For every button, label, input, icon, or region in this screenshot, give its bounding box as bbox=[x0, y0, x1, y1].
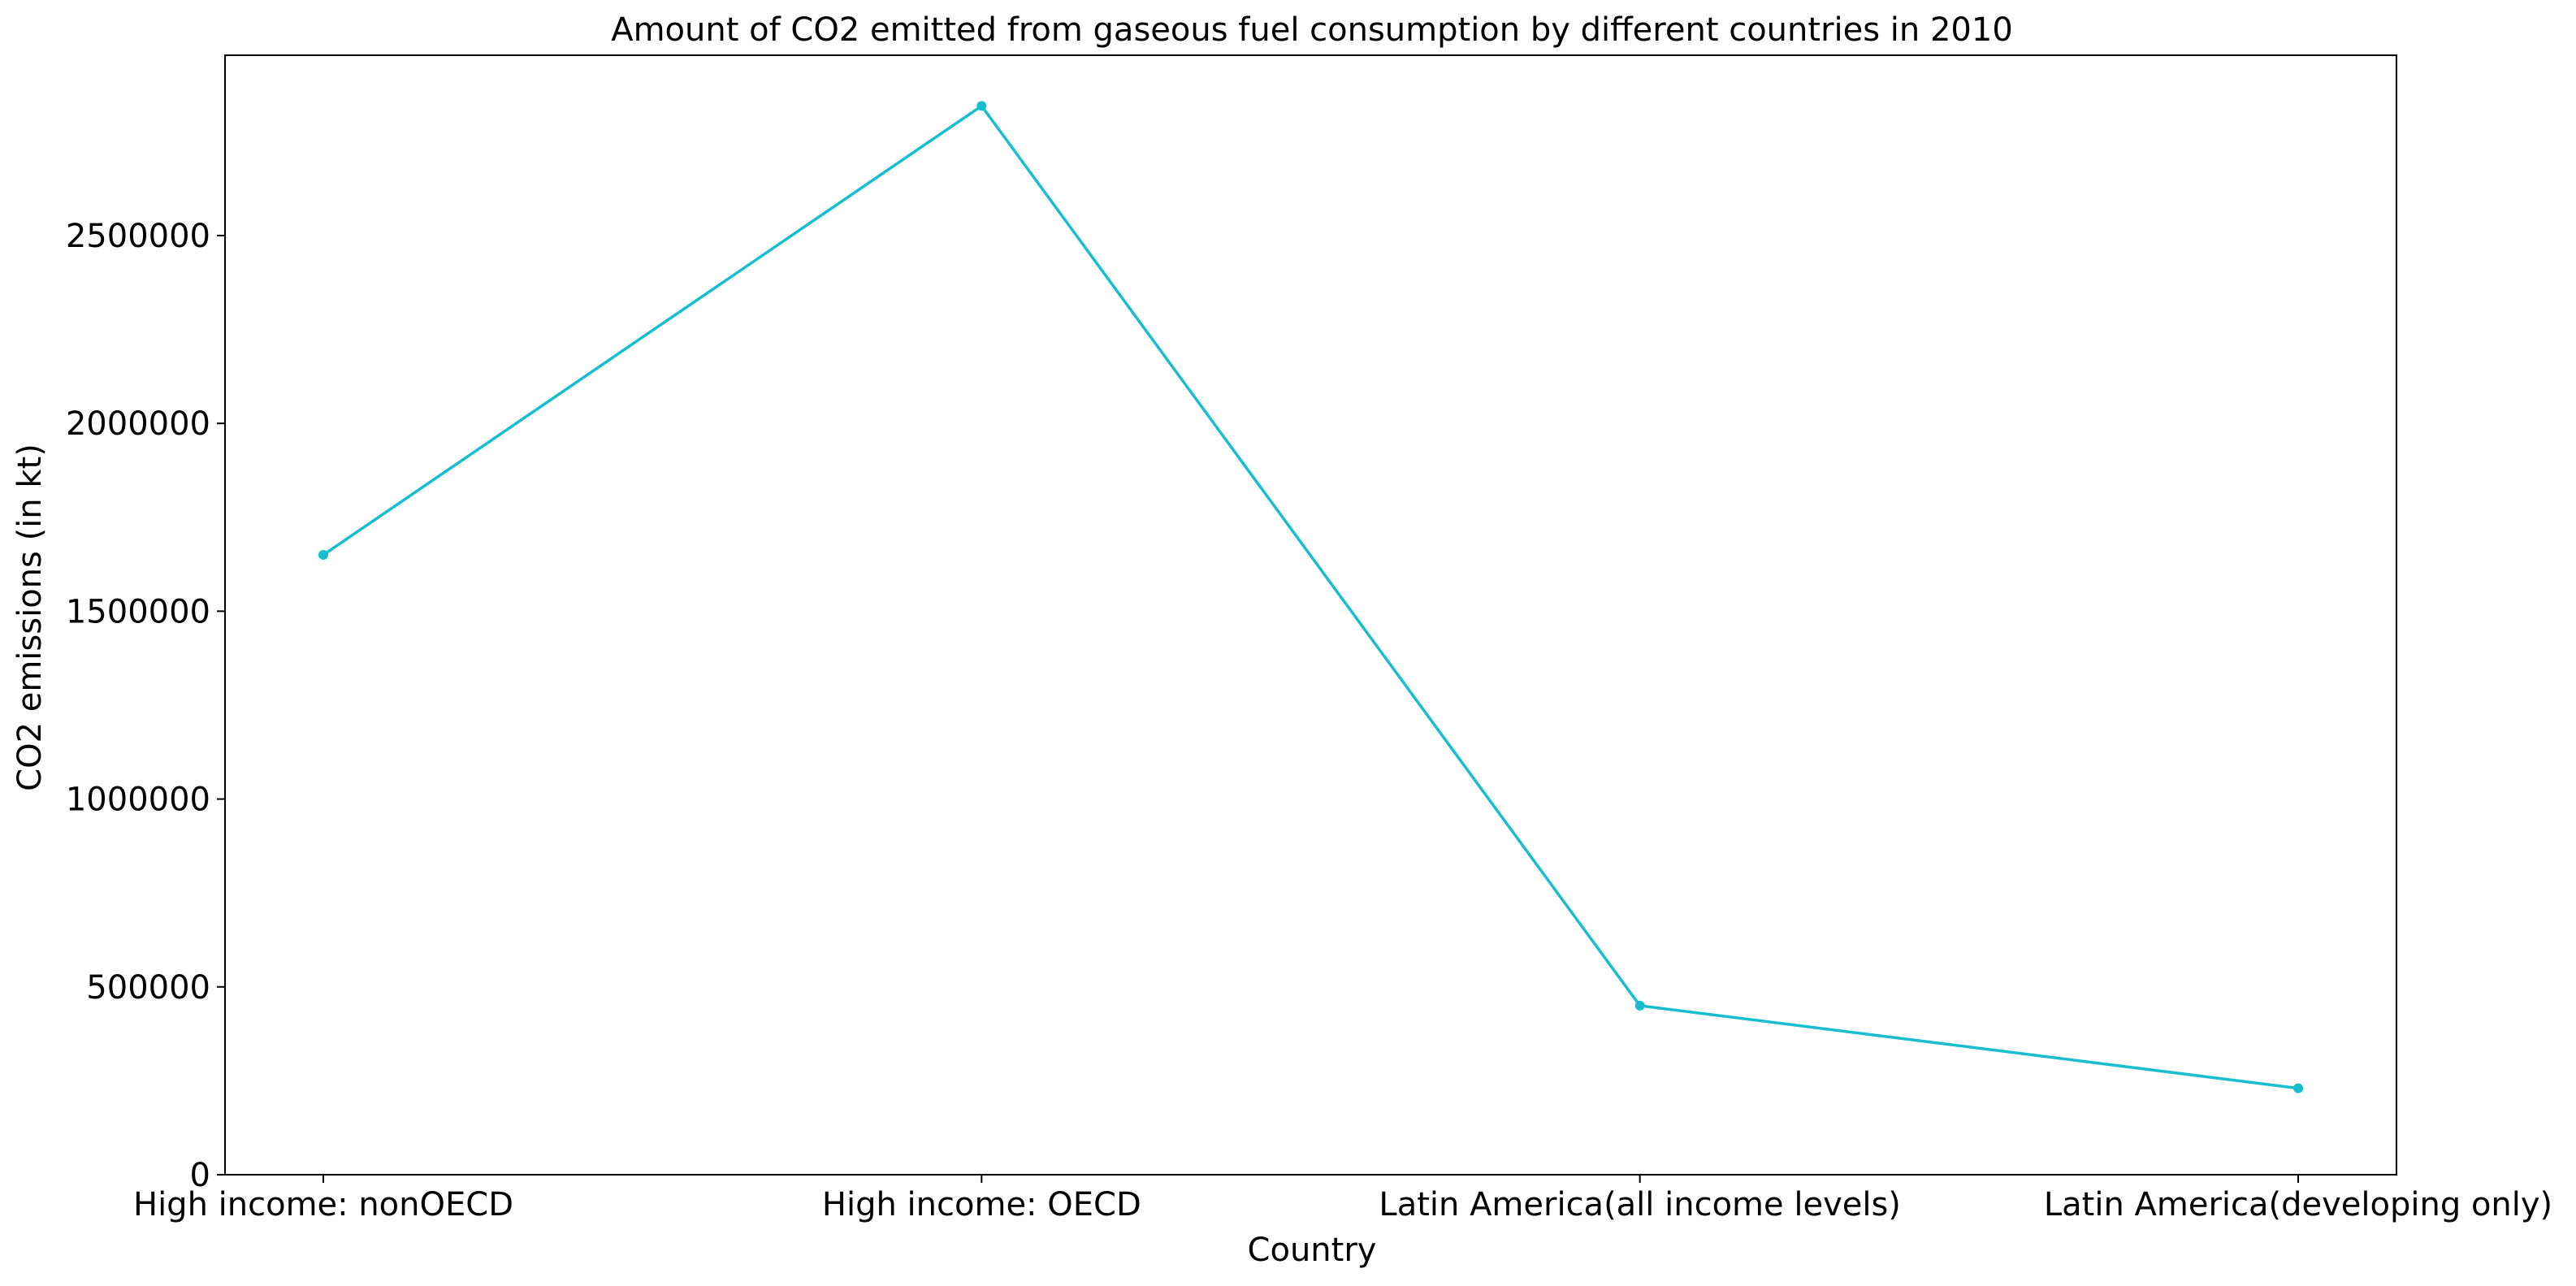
x-tick-label: High income: OECD bbox=[822, 1186, 1141, 1223]
data-point bbox=[1634, 1000, 1645, 1011]
x-axis-label: Country bbox=[1248, 1232, 1377, 1269]
y-tick-label: 2000000 bbox=[66, 405, 210, 443]
y-tick-label: 0 bbox=[190, 1157, 210, 1194]
x-tick-label: Latin America(all income levels) bbox=[1379, 1186, 1901, 1223]
y-tick-label: 1500000 bbox=[66, 593, 210, 630]
plot-frame bbox=[224, 54, 2397, 1176]
y-tick-label: 500000 bbox=[86, 969, 210, 1007]
y-axis-label: CO2 emissions (in kt) bbox=[11, 444, 49, 791]
series-line bbox=[323, 104, 2299, 1090]
data-point bbox=[318, 550, 328, 561]
y-tick-label: 1000000 bbox=[66, 782, 210, 819]
y-tick-label: 2500000 bbox=[66, 218, 210, 255]
chart-title: Amount of CO2 emitted from gaseous fuel … bbox=[611, 11, 2013, 49]
data-point bbox=[976, 101, 987, 111]
plot-area: 0 500000 1000000 1500000 2000000 2500000 High … bbox=[66, 54, 2552, 1223]
x-tick-label: Latin America(developing only) bbox=[2044, 1186, 2552, 1223]
data-point bbox=[2293, 1083, 2303, 1093]
x-tick-label: High income: nonOECD bbox=[133, 1186, 513, 1223]
